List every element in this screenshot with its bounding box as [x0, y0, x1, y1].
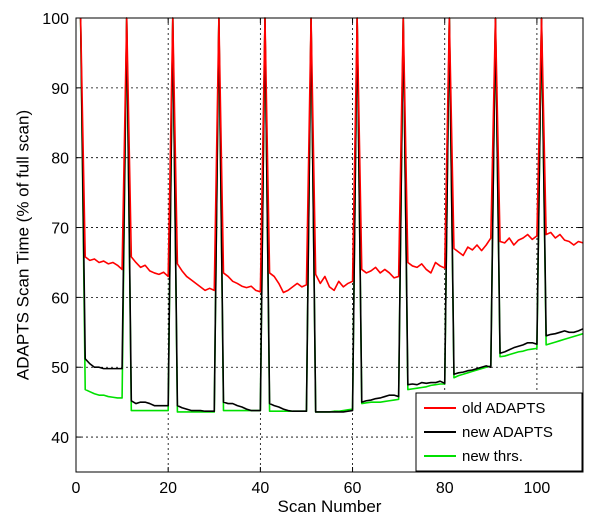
x-tick-label: 0 — [72, 480, 81, 497]
y-tick-label: 80 — [51, 151, 69, 168]
y-tick-label: 100 — [42, 11, 69, 28]
grid-lines — [76, 18, 583, 472]
y-tick-label: 40 — [51, 430, 69, 447]
x-axis-label: Scan Number — [278, 497, 382, 516]
x-tick-label: 100 — [524, 480, 551, 497]
series-layer — [79, 17, 584, 413]
plot-frame — [75, 17, 584, 473]
y-axis-label: ADAPTS Scan Time (% of full scan) — [13, 110, 32, 380]
x-tick-label: 20 — [159, 480, 177, 497]
series-line-old-adapts — [79, 17, 584, 294]
y-tick-label: 50 — [51, 360, 69, 377]
x-tick-label: 60 — [344, 480, 362, 497]
x-tick-label: 80 — [436, 480, 454, 497]
y-tick-label: 60 — [51, 290, 69, 307]
y-tick-label: 70 — [51, 221, 69, 238]
x-tick-label: 40 — [251, 480, 269, 497]
axis-ticks: 0 20 40 60 80 100 40 50 60 70 80 90 100 — [42, 11, 583, 497]
legend-label: old ADAPTS — [462, 400, 545, 417]
legend-label: new ADAPTS — [462, 424, 553, 441]
legend-label: new thrs. — [462, 448, 523, 465]
y-tick-label: 90 — [51, 81, 69, 98]
series-line-new-adapts — [79, 17, 584, 413]
legend: old ADAPTS new ADAPTS new thrs. — [415, 392, 583, 472]
